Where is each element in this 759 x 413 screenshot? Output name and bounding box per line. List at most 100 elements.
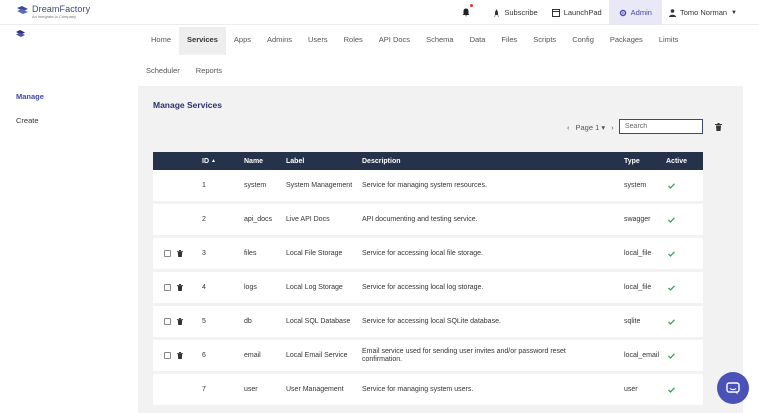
tab-apps[interactable]: Apps [233,35,251,44]
tab-services[interactable]: Services [179,27,226,55]
cell-id: 2 [202,215,206,223]
column-id-label: ID [202,157,209,165]
subscribe-label: Subscribe [504,8,538,17]
delete-row-button[interactable] [177,272,183,303]
cell-type: swagger [624,215,651,223]
services-table: ID ▲ Name Label Description Type Active … [153,152,703,405]
tab-scripts[interactable]: Scripts [533,35,557,44]
cell-name: system [244,181,267,189]
page-title: Manage Services [153,100,222,110]
top-bar: DreamFactory An integrate.io Company Sub… [0,0,759,25]
cell-id: 3 [202,249,206,257]
manage-services-panel: Manage Services ‹ Page 1 ▾ › ID ▲ Name L… [138,86,743,413]
cell-type: local_file [624,249,652,257]
dreamfactory-logo-icon [17,6,28,14]
column-description[interactable]: Description [362,157,401,165]
admin-label: Admin [630,8,652,17]
cell-type: local_email [624,351,660,359]
column-active[interactable]: Active [666,157,688,165]
launchpad-label: LaunchPad [563,8,602,17]
page-select[interactable]: Page 1 ▾ [575,123,606,132]
tab-limits[interactable]: Limits [658,35,679,44]
tab-users[interactable]: Users [308,35,328,44]
cell-description: Service for accessing local SQLite datab… [362,317,501,325]
table-row[interactable]: 2 api_docs Live API Docs API documenting an… [153,204,703,235]
search-input[interactable] [619,119,703,134]
row-checkbox[interactable] [164,340,171,371]
cell-description: API documenting and testing service. [362,215,478,223]
cell-id: 5 [202,317,206,325]
next-page-icon[interactable]: › [611,123,614,132]
trash-icon [177,318,183,325]
tab-packages[interactable]: Packages [609,35,643,44]
tab-files[interactable]: Files [501,35,518,44]
table-header: ID ▲ Name Label Description Type Active [153,152,703,170]
trash-icon[interactable] [715,123,722,131]
brand-tagline: An integrate.io Company [32,14,77,19]
user-icon [668,8,676,17]
tab-roles[interactable]: Roles [343,35,363,44]
cell-description: Service for accessing local file storage… [362,249,483,257]
active-check-icon [668,374,675,405]
active-check-icon [668,272,675,303]
sidebar-item-manage[interactable]: Manage [16,92,44,101]
subscribe-button[interactable]: Subscribe [486,0,544,25]
delete-row-button[interactable] [177,238,183,269]
table-row[interactable]: 7 user User Management Service for managing… [153,374,703,405]
sidebar: Manage Create [16,92,44,140]
trash-icon [177,250,183,257]
sort-asc-icon: ▲ [210,158,216,164]
active-check-icon [668,238,675,269]
brand-logo[interactable]: DreamFactory An integrate.io Company [16,4,90,19]
cell-id: 4 [202,283,206,291]
cell-name: email [244,351,261,359]
table-row[interactable]: 3 files Local File Storage Service for acce… [153,238,703,269]
tab-data[interactable]: Data [469,35,486,44]
cell-name: files [244,249,257,257]
column-id[interactable]: ID ▲ [202,152,216,170]
row-checkbox[interactable] [164,272,171,303]
column-label[interactable]: Label [286,157,305,165]
delete-row-button[interactable] [177,340,183,371]
table-row[interactable]: 4 logs Local Log Storage Service for access… [153,272,703,303]
cell-label: Local File Storage [286,249,343,257]
table-row[interactable]: 1 system System Management Service for mana… [153,170,703,201]
row-checkbox[interactable] [164,306,171,337]
delete-row-button[interactable] [177,306,183,337]
notifications-button[interactable] [455,0,486,25]
table-row[interactable]: 6 email Local Email Service Email service u… [153,340,703,371]
column-type[interactable]: Type [624,157,640,165]
notification-dot [470,4,474,7]
gear-icon [619,9,626,16]
tab-schema[interactable]: Schema [426,35,454,44]
cell-label: System Management [286,181,353,189]
trash-icon [177,284,183,291]
cell-label: Live API Docs [286,215,330,223]
launchpad-button[interactable]: LaunchPad [545,0,609,25]
table-row[interactable]: 5 db Local SQL Database Service for accessi… [153,306,703,337]
cell-description: Service for managing system users. [362,385,474,393]
dreamfactory-mark-icon[interactable] [16,30,26,38]
cell-label: Local SQL Database [286,317,351,325]
tab-admins[interactable]: Admins [267,35,293,44]
cell-type: system [624,181,647,189]
tab-config[interactable]: Config [572,35,594,44]
chat-launcher-button[interactable] [717,372,749,404]
cell-name: api_docs [244,215,273,223]
sidebar-item-create[interactable]: Create [16,116,39,125]
prev-page-icon[interactable]: ‹ [567,123,570,132]
tab-scheduler[interactable]: Scheduler [146,66,180,75]
user-menu[interactable]: Tomo Norman ▼ [662,0,759,25]
row-checkbox[interactable] [164,238,171,269]
rocket-icon [494,8,500,17]
cell-type: local_file [624,283,652,291]
cell-type: sqlite [624,317,641,325]
admin-button[interactable]: Admin [608,0,662,25]
tab-home[interactable]: Home [151,35,172,44]
secondary-tabs: Scheduler Reports [138,60,230,81]
active-check-icon [668,306,675,337]
cell-name: db [244,317,252,325]
tab-reports[interactable]: Reports [195,66,223,75]
column-name[interactable]: Name [244,157,264,165]
tab-api-docs[interactable]: API Docs [378,35,411,44]
